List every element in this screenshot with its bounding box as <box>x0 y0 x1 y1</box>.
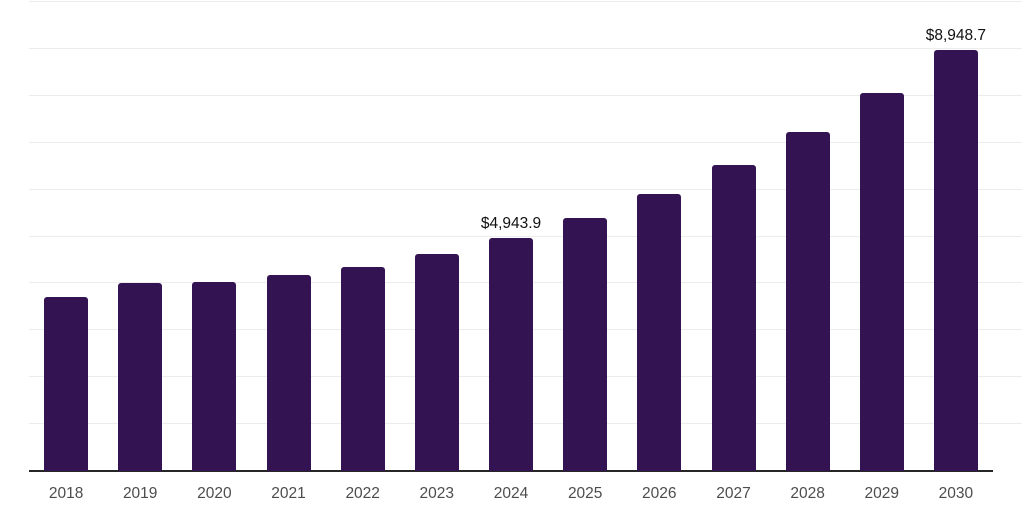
x-tick-label-2018: 2018 <box>48 485 84 502</box>
bar-2025 <box>563 218 608 471</box>
bar-2021 <box>266 275 311 471</box>
x-tick-label-2024: 2024 <box>493 485 529 502</box>
data-label-2024: $4,943.9 <box>480 215 542 233</box>
x-tick-label-2029: 2029 <box>864 485 900 502</box>
bar-2029 <box>859 93 904 471</box>
bar-2023 <box>414 253 459 471</box>
x-tick-label-2028: 2028 <box>790 485 825 502</box>
gridline <box>29 47 1022 49</box>
data-label-2030: $8,948.7 <box>925 27 987 45</box>
x-tick-label-2019: 2019 <box>122 485 158 502</box>
bar-2024 <box>489 238 533 471</box>
x-tick-label-2026: 2026 <box>642 485 677 502</box>
x-tick-label-2027: 2027 <box>716 485 751 502</box>
x-tick-label-2023: 2023 <box>419 485 455 502</box>
x-axis-line <box>29 470 993 472</box>
gridline <box>29 94 1022 96</box>
bar-2020 <box>192 281 237 471</box>
bar-2030 <box>933 50 978 471</box>
bar-2019 <box>118 283 163 471</box>
gridline <box>29 141 1022 143</box>
gridline <box>29 235 1022 237</box>
x-tick-label-2021: 2021 <box>271 485 306 502</box>
x-tick-label-2020: 2020 <box>197 485 232 502</box>
bar-2028 <box>785 131 830 471</box>
gridline <box>29 1 1022 2</box>
bar-2026 <box>637 194 682 471</box>
gridline <box>29 188 1022 190</box>
bar-2018 <box>44 296 89 471</box>
x-tick-label-2025: 2025 <box>567 485 603 502</box>
x-tick-label-2022: 2022 <box>345 485 380 502</box>
bar-2022 <box>340 266 385 471</box>
bar-2027 <box>711 165 756 471</box>
x-tick-label-2030: 2030 <box>938 485 974 502</box>
